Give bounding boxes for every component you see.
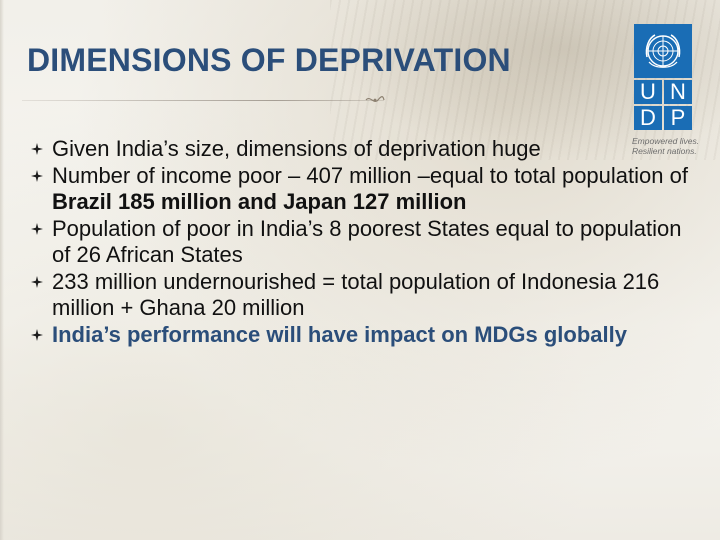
sparkle-bullet-icon (31, 275, 43, 288)
undp-letter-grid: U N D P (634, 80, 692, 130)
bullet-item: Number of income poor – 407 million –equ… (30, 163, 690, 216)
bullet-text: Number of income poor – 407 million –equ… (52, 162, 688, 188)
sparkle-bullet-icon (31, 143, 43, 155)
logo-letter: U (634, 80, 662, 104)
logo-letter: P (664, 106, 692, 130)
sparkle-bullet-icon (31, 328, 43, 341)
logo-letter: D (634, 106, 662, 130)
bullet-list: Given India’s size, dimensions of depriv… (30, 136, 690, 348)
undp-logo: U N D P (634, 24, 692, 134)
divider-knot-icon (365, 96, 385, 103)
logo-letter: N (664, 80, 692, 104)
undp-tagline: Empowered lives. Resilient nations. (632, 136, 710, 156)
bullet-item: 233 million undernourished = total popul… (30, 269, 690, 322)
slide-title: DIMENSIONS OF DEPRIVATION (27, 42, 511, 78)
left-edge-shadow (0, 0, 4, 540)
bullet-item-highlight: India’s performance will have impact on … (30, 322, 690, 349)
bullet-text: Population of poor in India’s 8 poorest … (52, 215, 682, 268)
bullet-text: India’s performance will have impact on … (52, 321, 627, 347)
sparkle-bullet-icon (31, 222, 43, 235)
bullet-item: Given India’s size, dimensions of depriv… (30, 136, 690, 163)
tagline-line: Empowered lives. (632, 136, 700, 146)
tagline-line: Resilient nations. (632, 146, 697, 156)
title-divider (22, 100, 384, 101)
bullet-text: 233 million undernourished = total popul… (52, 268, 660, 321)
bullet-item: Population of poor in India’s 8 poorest … (30, 216, 690, 269)
bullet-bold-text: Brazil 185 million and Japan 127 million (52, 189, 467, 214)
un-emblem-icon (634, 24, 692, 78)
sparkle-bullet-icon (31, 169, 43, 182)
bullet-text: Given India’s size, dimensions of depriv… (52, 136, 541, 161)
